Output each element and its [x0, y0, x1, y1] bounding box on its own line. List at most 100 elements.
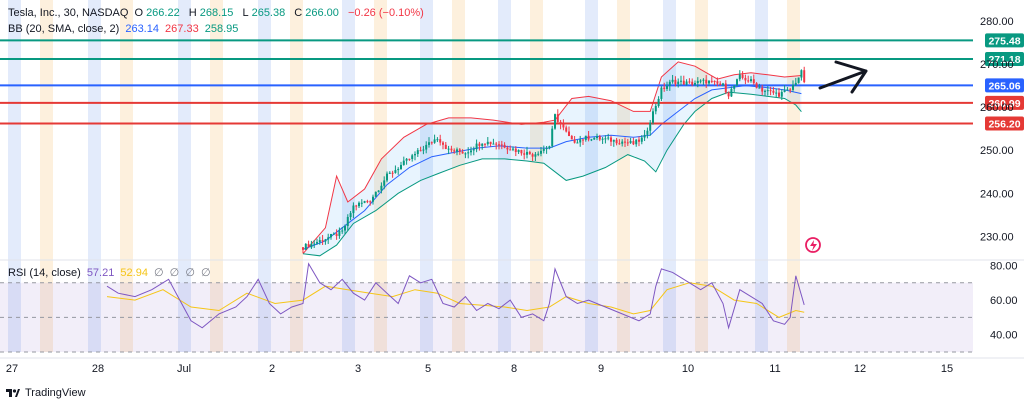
session-orange-stripe — [120, 0, 133, 352]
candle-body — [464, 153, 467, 155]
candle-body — [355, 205, 358, 207]
candle-body — [587, 135, 590, 140]
candle-body — [769, 90, 772, 92]
candle-body — [332, 233, 335, 235]
candle-body — [304, 243, 307, 250]
rsi-legend[interactable]: RSI (14, close) 57.21 52.94 ∅ ∅ ∅ ∅ — [8, 266, 214, 280]
candle-body — [716, 81, 719, 84]
bb-upper-line — [302, 61, 802, 255]
rsi-line — [106, 262, 805, 330]
time-tick-label: 15 — [941, 363, 953, 375]
rsi-value: 57.21 — [86, 267, 115, 279]
horizontal-levels: 275.48 271.18 265.06 260.99 256.20 — [0, 33, 1024, 131]
level-price-label: 265.06 — [988, 80, 1020, 92]
time-tick-label: 9 — [598, 363, 604, 375]
time-tick-label: 11 — [769, 363, 780, 375]
candle-body — [736, 79, 738, 86]
session-orange-stripe — [374, 0, 387, 352]
open-label: O — [134, 7, 144, 19]
symbol-title[interactable]: Tesla, Inc., 30, NASDAQ — [8, 7, 129, 19]
bb-upper-value: 267.33 — [165, 23, 199, 35]
candle-body — [778, 92, 780, 97]
candle-body — [540, 150, 542, 154]
high-label: H — [188, 7, 197, 19]
candle-body — [358, 202, 360, 207]
bb-fill — [303, 61, 802, 256]
candle-body — [346, 216, 349, 226]
candle-body — [708, 80, 710, 84]
session-orange-stripe — [452, 0, 465, 352]
candle-body — [766, 90, 769, 92]
high-value: 268.15 — [199, 7, 234, 19]
candle-body — [313, 243, 316, 245]
candle-body — [503, 144, 506, 148]
candle-body — [489, 141, 492, 145]
candle-body — [786, 89, 789, 91]
candle-body — [671, 79, 674, 82]
candle-body — [629, 141, 632, 143]
level-price-tag — [985, 33, 1024, 48]
candle-body — [598, 136, 601, 140]
candle-body — [523, 153, 526, 155]
candle-body — [775, 92, 778, 94]
time-tick-label: Jul — [177, 363, 191, 375]
candle-body — [565, 127, 568, 132]
candle-body — [330, 234, 332, 238]
candle-body — [573, 139, 576, 143]
candle-body — [579, 139, 582, 143]
time-tick-label: 12 — [854, 363, 866, 375]
candle-body — [724, 83, 727, 93]
lightning-icon[interactable] — [805, 237, 821, 253]
rsi-pane — [106, 262, 805, 330]
candle-body — [780, 91, 783, 97]
candle-body — [467, 152, 470, 154]
price-tick-label: 230.00 — [980, 231, 1014, 243]
candle-body — [755, 83, 758, 88]
candle-body — [610, 137, 612, 142]
candle-body — [316, 242, 318, 244]
candle-body — [498, 144, 500, 146]
candle-body — [590, 139, 593, 141]
session-blue-stripe — [420, 0, 433, 352]
candle-body — [649, 122, 652, 131]
candle-body — [512, 148, 514, 150]
candle-body — [475, 143, 478, 150]
candle-body — [604, 138, 607, 140]
candle-body — [764, 90, 766, 92]
price-tick-label: 260.00 — [980, 102, 1014, 114]
candle-body — [554, 114, 556, 129]
candle-body — [607, 137, 610, 139]
session-blue-stripe — [88, 0, 101, 352]
candle-body — [341, 230, 344, 232]
candle-body — [680, 80, 682, 82]
candle-body — [593, 138, 596, 140]
time-tick-label: 28 — [92, 363, 104, 375]
candle-body — [478, 143, 481, 146]
rsi-na-4: ∅ — [200, 267, 211, 279]
level-price-tag — [985, 116, 1024, 131]
footer-brand-label: TradingView — [25, 387, 86, 399]
candle-body — [691, 81, 694, 85]
footer-brand[interactable]: TradingView — [6, 387, 86, 399]
candle-body — [710, 80, 713, 82]
candle-body — [531, 154, 534, 157]
candle-body — [433, 139, 436, 143]
candle-body — [363, 201, 366, 203]
candle-body — [548, 146, 551, 149]
candle-body — [576, 142, 579, 144]
candle-body — [422, 149, 425, 151]
bb-legend[interactable]: BB (20, SMA, close, 2) 263.14 267.33 258… — [8, 22, 241, 36]
session-blue-stripe — [755, 0, 768, 352]
candle-body — [307, 243, 310, 248]
session-orange-stripe — [695, 0, 708, 352]
candle-body — [338, 230, 341, 236]
candle-body — [461, 151, 464, 154]
session-orange-stripe — [210, 0, 223, 352]
annotations — [805, 60, 868, 253]
candle-body — [677, 81, 680, 85]
candle-body — [528, 151, 531, 155]
candle-body — [562, 124, 565, 128]
candle-body — [646, 130, 649, 135]
time-tick-label: 27 — [6, 363, 18, 375]
candle-body — [352, 205, 355, 214]
